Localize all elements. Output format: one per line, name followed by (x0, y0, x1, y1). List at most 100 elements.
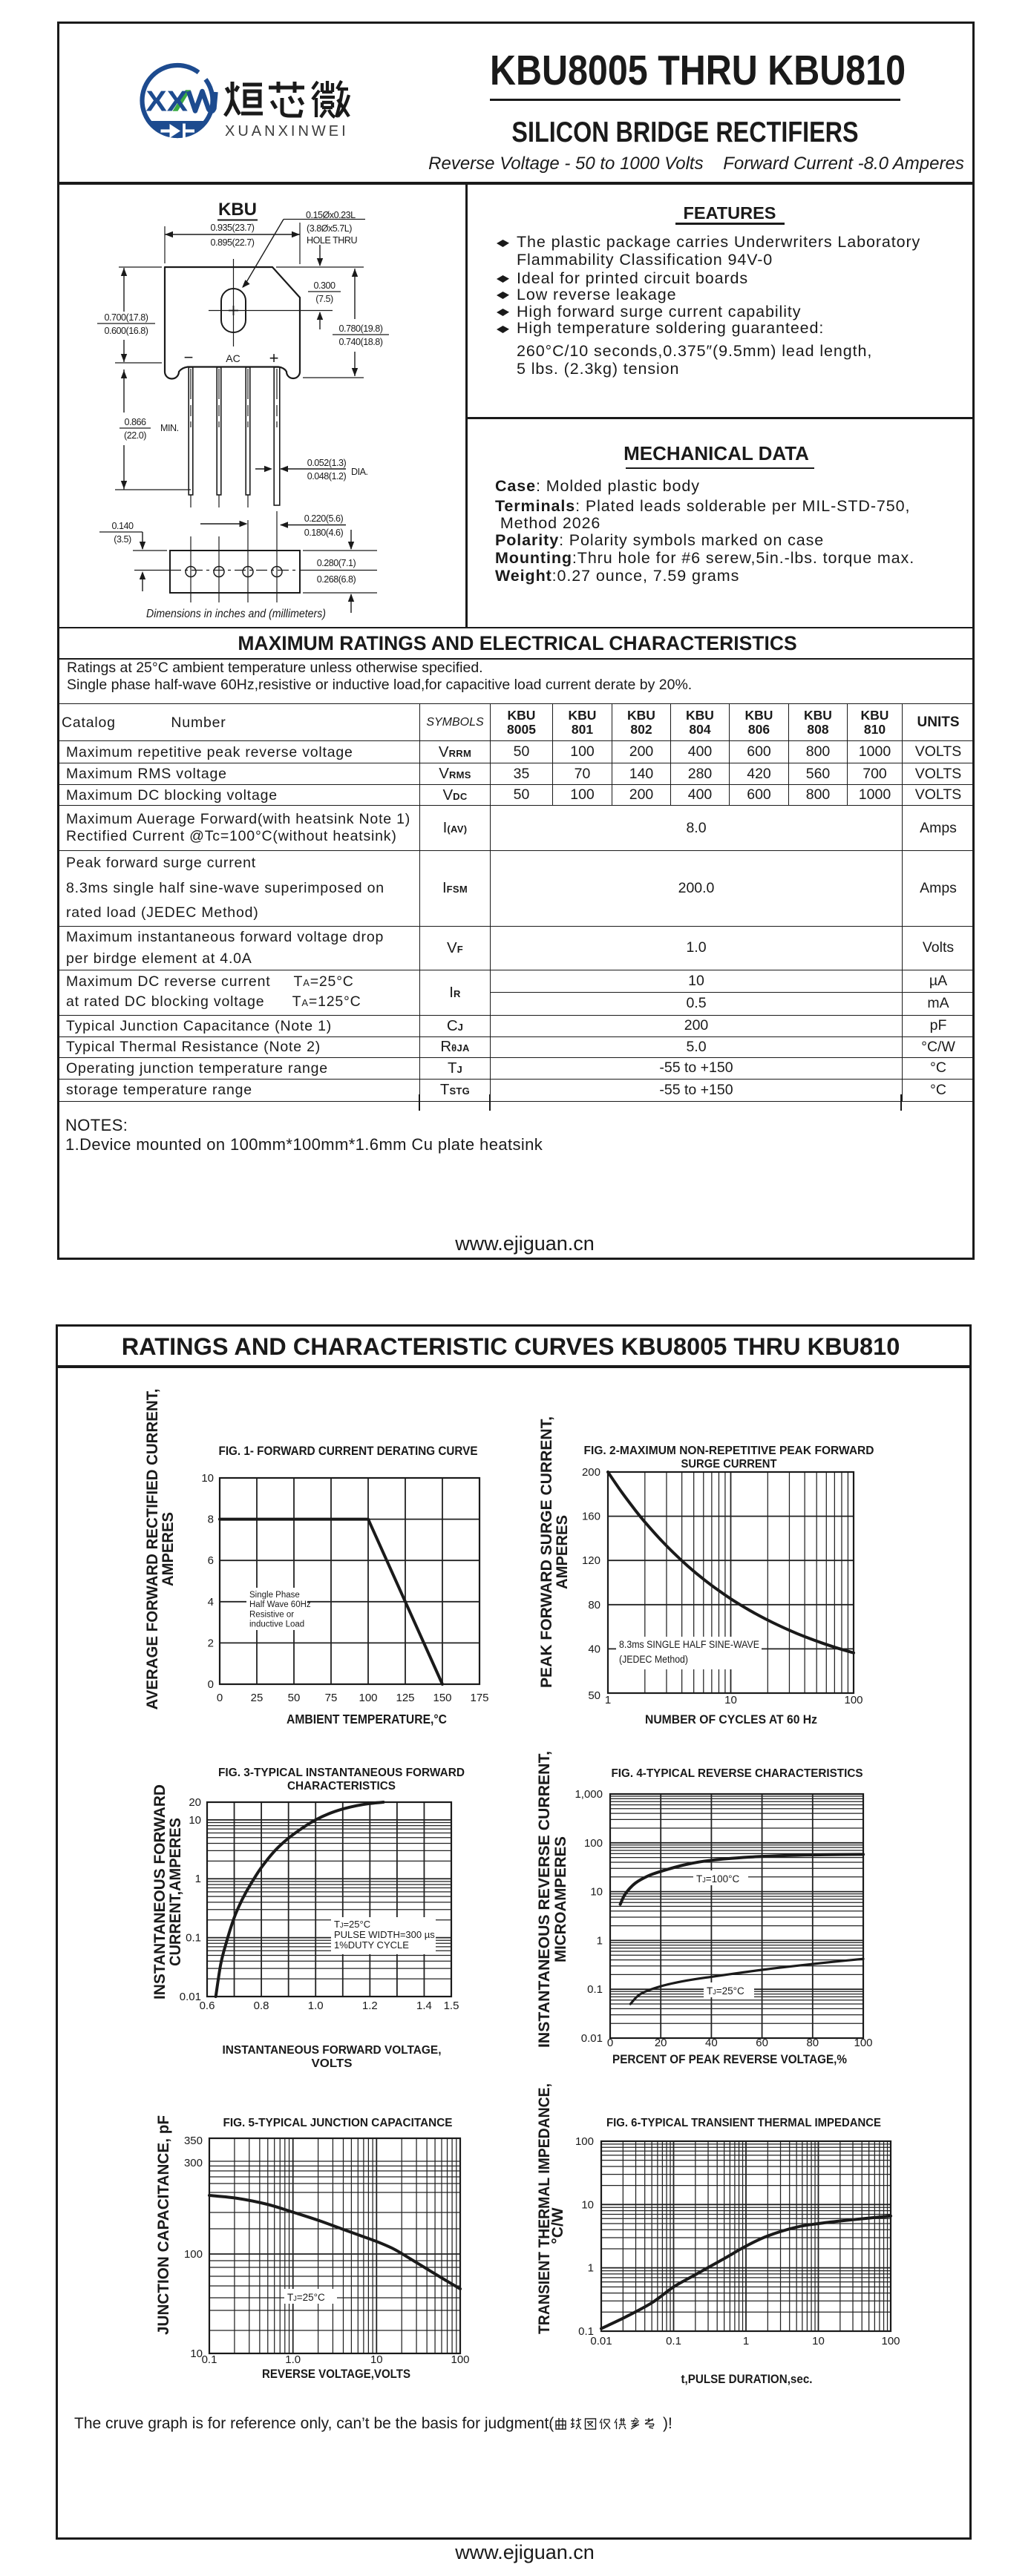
svg-text:1.5: 1.5 (444, 2000, 459, 2012)
svg-text:10: 10 (812, 2335, 825, 2347)
svg-text:100: 100 (575, 2135, 594, 2148)
svg-text:(3.8Øx5.7L): (3.8Øx5.7L) (307, 223, 352, 234)
svg-text:Resistive or: Resistive or (249, 1610, 294, 1619)
svg-text:0.1: 0.1 (186, 1932, 201, 1945)
svg-text:(3.5): (3.5) (114, 534, 131, 545)
svg-text:FIG. 4-TYPICAL REVERSE CHARACT: FIG. 4-TYPICAL REVERSE CHARACTERISTICS (612, 1767, 863, 1780)
svg-text:10: 10 (201, 1472, 214, 1485)
svg-text:40: 40 (705, 2037, 718, 2049)
svg-text:4: 4 (208, 1596, 214, 1609)
svg-text:FIG. 2-MAXIMUM NON-REPETITIVE: FIG. 2-MAXIMUM NON-REPETITIVE PEAK FORWA… (584, 1445, 874, 1457)
svg-text:CURRENT,AMPERES: CURRENT,AMPERES (167, 1818, 184, 1966)
svg-text:INSTANTANEOUS FORWARD VOLTAGE,: INSTANTANEOUS FORWARD VOLTAGE, (223, 2044, 442, 2057)
svg-text:AVERAGE FORWARD RECTIFIED CURR: AVERAGE FORWARD RECTIFIED CURRENT, (144, 1389, 161, 1710)
svg-text:TJ=25°C: TJ=25°C (287, 2292, 325, 2303)
svg-text:100: 100 (451, 2353, 469, 2366)
svg-text:20: 20 (189, 1796, 201, 1809)
svg-text:0.15Øx0.23L: 0.15Øx0.23L (306, 210, 356, 220)
svg-text:25: 25 (251, 1692, 264, 1704)
svg-text:1.0: 1.0 (285, 2353, 301, 2366)
svg-text:200: 200 (582, 1466, 600, 1479)
svg-text:100: 100 (359, 1692, 377, 1704)
svg-text:XUANXINWEI: XUANXINWEI (225, 123, 349, 139)
svg-text:SURGE CURRENT: SURGE CURRENT (681, 1458, 778, 1471)
svg-text:0.1: 0.1 (587, 1983, 603, 1996)
svg-text:0.866: 0.866 (124, 417, 146, 427)
svg-text:−: − (184, 348, 194, 367)
svg-text:75: 75 (325, 1692, 338, 1704)
svg-text:10: 10 (590, 1886, 603, 1899)
svg-text:0.180(4.6): 0.180(4.6) (304, 528, 344, 538)
svg-text:50: 50 (588, 1689, 600, 1702)
svg-text:0.700(17.8): 0.700(17.8) (105, 312, 148, 323)
svg-text:100: 100 (854, 2037, 872, 2049)
svg-text:0.1: 0.1 (202, 2353, 217, 2366)
svg-text:10: 10 (370, 2353, 383, 2366)
svg-text:350: 350 (184, 2135, 203, 2147)
svg-text:8.3ms SINGLE HALF SINE-WAVE: 8.3ms SINGLE HALF SINE-WAVE (619, 1639, 759, 1650)
svg-text:NUMBER OF CYCLES AT 60 Hz: NUMBER OF CYCLES AT 60 Hz (645, 1712, 817, 1726)
svg-text:0.140: 0.140 (111, 521, 134, 531)
svg-text:100: 100 (881, 2335, 900, 2347)
svg-text:10: 10 (189, 1814, 201, 1827)
svg-text:(7.5): (7.5) (315, 294, 333, 304)
svg-text:INSTANTANEOUS REVERSE CURRENT,: INSTANTANEOUS REVERSE CURRENT, (536, 1751, 553, 2048)
svg-text:0.600(16.8): 0.600(16.8) (105, 326, 148, 336)
svg-text:120: 120 (582, 1554, 600, 1567)
svg-text:JUNCTION CAPACITANCE, pF: JUNCTION CAPACITANCE, pF (155, 2115, 172, 2335)
svg-text:1: 1 (743, 2335, 749, 2347)
svg-text:80: 80 (588, 1599, 600, 1611)
svg-text:AC: AC (226, 352, 240, 364)
svg-text:Single Phase: Single Phase (249, 1591, 300, 1600)
svg-text:1: 1 (597, 1934, 603, 1947)
svg-text:2: 2 (208, 1637, 214, 1649)
svg-text:150: 150 (433, 1692, 451, 1704)
svg-text:°C/W: °C/W (549, 2207, 566, 2244)
svg-text:DIA.: DIA. (351, 467, 368, 477)
svg-text:40: 40 (588, 1643, 600, 1655)
svg-text:0.01: 0.01 (180, 1991, 201, 2003)
svg-text:0.1: 0.1 (578, 2325, 594, 2338)
svg-text:TJ=25°C: TJ=25°C (334, 1919, 370, 1930)
svg-text:KBU: KBU (218, 200, 257, 220)
svg-text:FIG. 5-TYPICAL JUNCTION CAPACI: FIG. 5-TYPICAL JUNCTION CAPACITANCE (223, 2117, 453, 2129)
svg-text:FIG. 1- FORWARD CURRENT DERATI: FIG. 1- FORWARD CURRENT DERATING CURVE (219, 1445, 478, 1458)
svg-text:AMBIENT TEMPERATURE,°C: AMBIENT TEMPERATURE,°C (287, 1712, 447, 1726)
svg-text:MICROAMPERES: MICROAMPERES (552, 1836, 569, 1962)
svg-text:AMPERES: AMPERES (160, 1512, 177, 1586)
svg-text:0.052(1.3): 0.052(1.3) (307, 458, 347, 468)
svg-text:80: 80 (806, 2037, 819, 2049)
svg-text:CHARACTERISTICS: CHARACTERISTICS (287, 1780, 396, 1793)
svg-text:6: 6 (208, 1554, 214, 1567)
svg-text:1%DUTY CYCLE: 1%DUTY CYCLE (334, 1939, 409, 1951)
svg-text:PEAK FORWARD SURGE CURRENT,: PEAK FORWARD SURGE CURRENT, (538, 1416, 555, 1688)
svg-text:60: 60 (756, 2037, 768, 2049)
svg-text:125: 125 (396, 1692, 414, 1704)
svg-text:160: 160 (582, 1511, 600, 1523)
svg-text:Half Wave 60Hz: Half Wave 60Hz (249, 1600, 311, 1609)
svg-text:(22.0): (22.0) (124, 430, 146, 441)
svg-text:1,000: 1,000 (575, 1788, 603, 1801)
svg-text:0.01: 0.01 (590, 2335, 612, 2347)
svg-text:1: 1 (588, 2262, 594, 2275)
svg-text:VOLTS: VOLTS (312, 2057, 353, 2070)
svg-text:inductive Load: inductive Load (249, 1620, 304, 1629)
svg-text:1.2: 1.2 (362, 2000, 378, 2012)
svg-text:0.8: 0.8 (254, 2000, 269, 2012)
svg-text:XX: XX (146, 86, 189, 118)
svg-text:1.4: 1.4 (416, 2000, 432, 2012)
svg-text:HOLE THRU: HOLE THRU (307, 235, 357, 246)
svg-text:0.268(6.8): 0.268(6.8) (317, 574, 356, 585)
svg-text:100: 100 (184, 2248, 203, 2261)
svg-text:8: 8 (208, 1514, 214, 1526)
svg-text:1: 1 (605, 1694, 611, 1706)
svg-text:0: 0 (217, 1692, 223, 1704)
svg-text:TRANSIENT THERMAL IMPEDANCE,: TRANSIENT THERMAL IMPEDANCE, (536, 2083, 553, 2334)
svg-text:0.1: 0.1 (666, 2335, 681, 2347)
svg-text:10: 10 (724, 1694, 737, 1706)
svg-text:0.895(22.7): 0.895(22.7) (211, 237, 255, 248)
svg-text:100: 100 (844, 1694, 863, 1706)
svg-text:AMPERES: AMPERES (554, 1515, 571, 1589)
svg-text:175: 175 (470, 1692, 488, 1704)
svg-text:10: 10 (190, 2347, 203, 2360)
